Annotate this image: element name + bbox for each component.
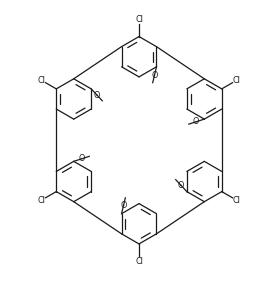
Text: O: O [120,201,127,210]
Text: O: O [151,71,158,80]
Text: Cl: Cl [135,257,143,266]
Text: O: O [79,154,85,163]
Text: O: O [94,91,100,100]
Text: O: O [193,117,199,126]
Text: Cl: Cl [233,196,241,205]
Text: O: O [178,181,184,190]
Text: Cl: Cl [135,15,143,24]
Text: Cl: Cl [233,76,241,85]
Text: Cl: Cl [37,76,45,85]
Text: Cl: Cl [37,196,45,205]
